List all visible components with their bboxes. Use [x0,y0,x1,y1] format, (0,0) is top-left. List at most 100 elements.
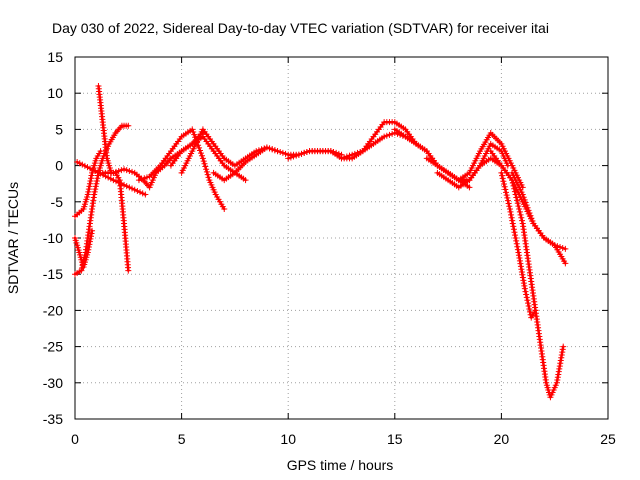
point-marker-trace-15-26 [519,217,526,224]
point-marker-trace-5-5 [113,168,120,175]
point-marker-trace-16-46 [525,300,532,307]
series-trace-6 [135,126,228,213]
point-marker-trace-16-18 [509,220,516,227]
point-marker-trace-19-14 [110,177,117,184]
point-marker-trace-16-45 [524,297,531,304]
series-trace-2 [72,148,104,220]
point-marker-trace-19-17 [118,180,125,187]
point-marker-trace-3-19 [85,246,92,253]
point-marker-trace-18-16 [526,209,533,216]
point-marker-trace-11-20 [386,131,393,138]
point-marker-trace-18-12 [522,199,529,206]
point-marker-trace-11-6 [354,149,361,156]
point-marker-trace-10-1 [287,154,294,161]
x-tick-label-0: 0 [71,431,79,447]
point-marker-trace-10-2 [290,153,297,160]
point-marker-trace-16-22 [512,232,519,239]
point-marker-trace-19-23 [134,187,141,194]
point-marker-trace-6-29 [191,131,198,138]
series-line-trace-15 [489,149,565,399]
point-marker-trace-16-17 [509,217,516,224]
series-group [72,82,569,401]
point-marker-trace-16-26 [514,243,521,250]
point-marker-trace-16-4 [501,180,508,187]
point-marker-trace-16-24 [513,237,520,244]
point-marker-trace-17-39 [562,245,569,252]
point-marker-trace-19-4 [84,164,91,171]
point-marker-trace-16-11 [505,200,512,207]
point-marker-trace-9-27 [266,145,273,152]
point-marker-trace-5-10 [126,168,133,175]
point-marker-trace-16-54 [532,307,539,314]
point-marker-trace-1-36 [94,175,101,182]
point-marker-trace-16-43 [523,291,530,298]
y-tick-label--15: -15 [43,266,63,282]
y-tick-label-0: 0 [55,158,63,174]
y-tick-label-10: 10 [47,85,63,101]
point-marker-trace-2-27 [97,148,104,155]
point-marker-trace-16-9 [504,194,511,201]
y-tick-label--25: -25 [43,339,63,355]
point-marker-trace-16-16 [508,214,515,221]
point-marker-trace-10-4 [295,151,302,158]
point-marker-trace-2-15 [87,177,94,184]
point-marker-trace-5-7 [118,167,125,174]
point-marker-trace-10-5 [298,150,305,157]
point-marker-trace-1-32 [92,186,99,193]
point-marker-trace-1-35 [93,177,100,184]
point-marker-trace-18-9 [519,191,526,198]
y-tick-label--35: -35 [43,411,63,427]
y-tick-label--20: -20 [43,302,63,318]
series-trace-19 [74,158,149,198]
point-marker-trace-19-15 [113,178,120,185]
point-marker-trace-3-21 [86,241,93,248]
point-marker-trace-19-26 [142,191,149,198]
point-marker-trace-16-8 [503,192,510,199]
point-marker-trace-15-23 [516,208,523,215]
series-line-trace-13 [425,131,524,189]
point-marker-trace-2-14 [86,180,93,187]
point-marker-trace-18-11 [521,196,528,203]
point-marker-trace-6-39 [200,158,207,165]
point-marker-trace-19-5 [87,165,94,172]
point-marker-trace-16-49 [526,308,533,315]
point-marker-trace-19-11 [102,173,109,180]
point-marker-trace-9-28 [269,146,276,153]
point-marker-trace-19-18 [121,181,128,188]
point-marker-trace-16-41 [521,285,528,292]
point-marker-trace-3-22 [86,238,93,245]
point-marker-trace-19-6 [89,166,96,173]
point-marker-trace-18-13 [523,202,530,209]
x-tick-label-15: 15 [387,431,403,447]
point-marker-trace-6-43 [203,168,210,175]
point-marker-trace-1-62 [125,122,132,129]
point-marker-trace-19-10 [100,171,107,178]
point-marker-trace-10-3 [293,152,300,159]
point-marker-trace-7-38 [242,177,249,184]
point-marker-trace-19-16 [115,179,122,186]
point-marker-trace-15-21 [515,203,522,210]
point-marker-trace-18-17 [527,212,534,219]
point-marker-trace-10-0 [285,155,292,162]
point-marker-trace-6-0 [135,177,142,184]
point-marker-trace-16-27 [514,246,521,253]
point-marker-trace-9-33 [282,150,289,157]
point-marker-trace-5-11 [129,168,136,175]
x-tick-label-10: 10 [280,431,296,447]
point-marker-trace-11-18 [381,133,388,140]
point-marker-trace-15-20 [514,200,521,207]
point-marker-trace-5-9 [123,167,130,174]
point-marker-trace-18-39 [562,260,569,267]
point-marker-trace-19-25 [139,190,146,197]
y-axis-label: SDTVAR / TECUs [5,182,21,294]
chart-title: Day 030 of 2022, Sidereal Day-to-day VTE… [52,20,549,36]
point-marker-trace-11-57 [466,184,473,191]
point-marker-trace-11-4 [349,151,356,158]
point-marker-trace-19-9 [97,170,104,177]
point-marker-trace-19-19 [123,183,130,190]
point-marker-trace-19-8 [94,169,101,176]
point-marker-trace-15-24 [517,211,524,218]
point-marker-trace-19-24 [137,189,144,196]
plot-border [74,56,609,420]
